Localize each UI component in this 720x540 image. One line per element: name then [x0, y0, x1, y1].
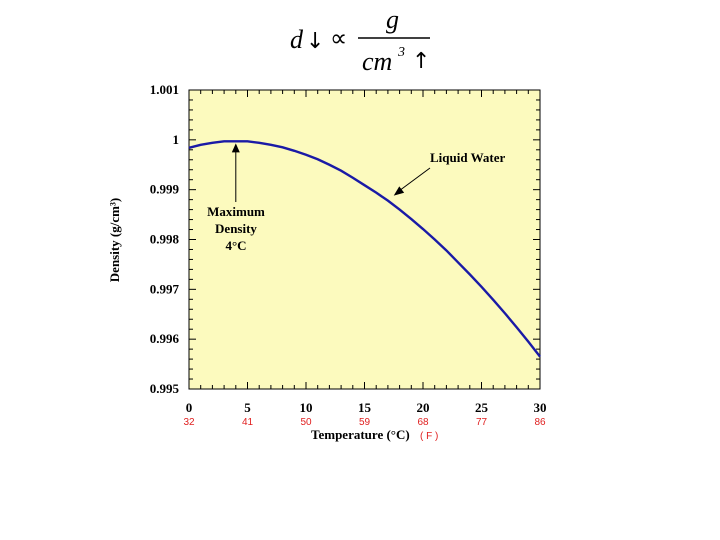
formula-lhs: d — [290, 25, 304, 54]
x-tick-label: 30 — [534, 400, 547, 415]
x-tick-label: 15 — [358, 400, 372, 415]
formula-up-arrow: ↑ — [412, 49, 430, 74]
fahrenheit-tick-label: 68 — [417, 417, 429, 428]
y-tick-label: 0.997 — [150, 281, 180, 296]
x-axis-title: Temperature (°C) — [311, 427, 410, 442]
annotation-line-maximum: Maximum — [207, 204, 265, 219]
x-tick-label: 20 — [417, 400, 430, 415]
formula-numerator: g — [386, 5, 399, 34]
x-minor-ticks — [188, 90, 541, 389]
annotation-line-density: Density — [215, 221, 257, 236]
liquid-water-arrow — [396, 167, 431, 194]
y-tick-label: 0.999 — [150, 182, 180, 197]
y-axis-title: Density (g/cm³) — [107, 198, 122, 282]
formula-exponent: 3 — [397, 45, 405, 60]
series-line-liquid-water — [188, 140, 541, 358]
fahrenheit-tick-label: 77 — [476, 417, 488, 428]
fahrenheit-tick-label: 32 — [183, 417, 195, 428]
y-tick-label: 0.995 — [150, 381, 180, 396]
fahrenheit-tick-label: 41 — [242, 417, 254, 428]
max-density-arrowhead — [231, 143, 240, 153]
x-tick-label: 0 — [186, 400, 193, 415]
annotation-max-density: Maximum Density 4°C — [207, 143, 265, 253]
formula-proportional: ∝ — [330, 24, 347, 52]
fahrenheit-tick-label: 59 — [359, 417, 371, 428]
y-tick-label: 1.001 — [150, 82, 179, 97]
x-tick-label: 25 — [475, 400, 489, 415]
x-tick-label: 5 — [244, 400, 251, 415]
x-tick-labels: 0 5 10 15 20 25 30 — [186, 400, 547, 415]
x-axis-title-fahrenheit: ( F ) — [420, 431, 438, 442]
y-tick-label: 0.998 — [150, 232, 180, 247]
y-tick-label: 1 — [173, 132, 180, 147]
x-tick-label: 10 — [300, 400, 313, 415]
fahrenheit-tick-label: 86 — [534, 417, 546, 428]
formula-down-arrow: ↓ — [306, 29, 324, 54]
density-formula: d ↓ ∝ g cm 3 ↑ — [290, 5, 430, 76]
y-tick-labels: 0.995 0.996 0.997 0.998 0.999 1 1.001 — [150, 82, 180, 396]
annotation-line-4c: 4°C — [225, 238, 246, 253]
fahrenheit-tick-label: 50 — [300, 417, 312, 428]
y-minor-ticks — [189, 89, 540, 390]
annotation-liquid-water-label: Liquid Water — [430, 150, 505, 165]
y-tick-label: 0.996 — [150, 331, 180, 346]
annotation-liquid-water: Liquid Water — [393, 150, 505, 196]
formula-denominator: cm — [362, 47, 392, 76]
liquid-water-arrowhead — [393, 186, 405, 196]
fahrenheit-tick-labels: 32 41 50 59 68 77 86 — [183, 417, 546, 428]
